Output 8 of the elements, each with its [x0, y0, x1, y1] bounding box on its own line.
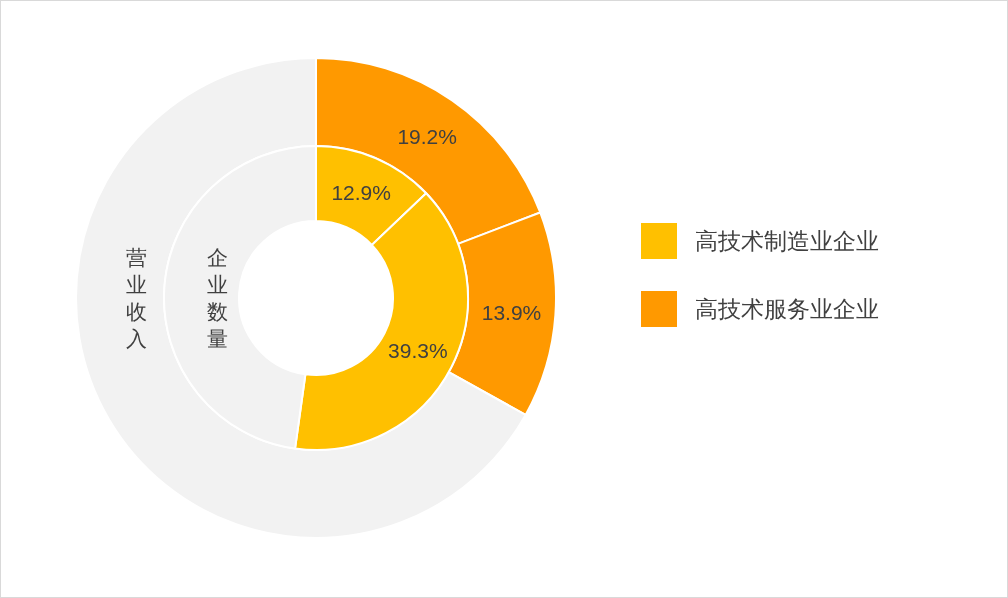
legend-label: 高技术服务业企业 [695, 294, 879, 324]
data-label: 13.9% [481, 300, 542, 324]
legend-label: 高技术制造业企业 [695, 226, 879, 256]
slice-label: 营业收入 [126, 245, 148, 351]
slice-label: 企业数量 [206, 245, 228, 351]
data-label: 39.3% [388, 338, 448, 362]
data-label: 19.2% [397, 125, 457, 149]
data-label: 12.9% [331, 181, 391, 205]
